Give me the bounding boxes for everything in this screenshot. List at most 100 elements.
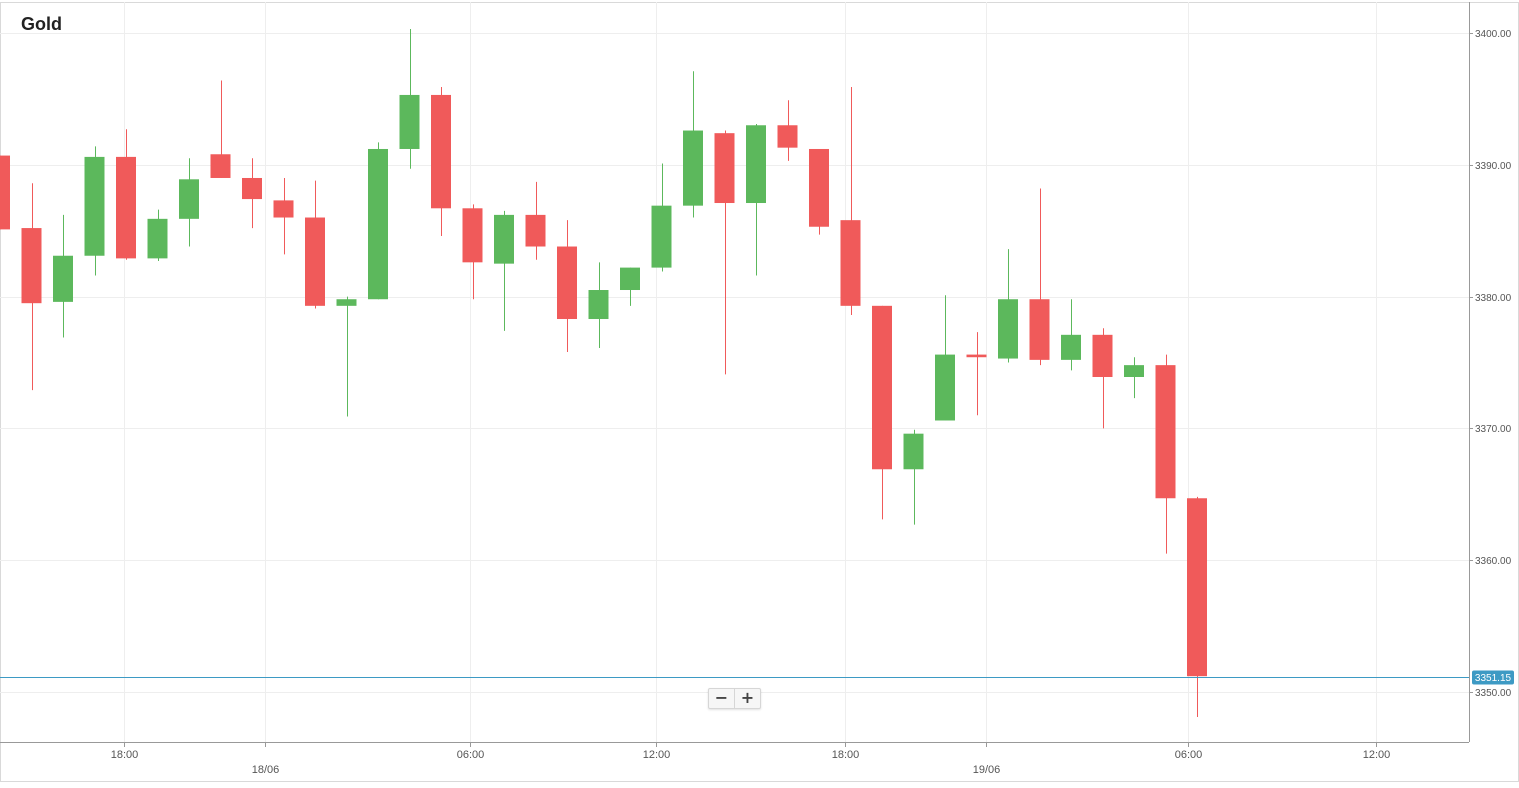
x-date-label: 18/06: [252, 764, 280, 776]
candle-body: [53, 255, 73, 302]
candle-body: [714, 133, 735, 204]
candle-body: [242, 177, 262, 200]
candle[interactable]: [1155, 354, 1176, 554]
candle-body: [84, 156, 105, 256]
candle[interactable]: [1092, 328, 1113, 429]
candle[interactable]: [273, 177, 294, 255]
candle-body: [1029, 299, 1050, 360]
candle-body: [683, 130, 703, 206]
candle[interactable]: [431, 87, 451, 236]
candle[interactable]: [588, 262, 609, 349]
candle-body: [399, 94, 420, 149]
candle-body: [746, 125, 766, 204]
zoom-out-button[interactable]: −: [714, 688, 729, 707]
candle-body: [651, 205, 672, 268]
candle[interactable]: [1029, 188, 1050, 366]
x-tick-label: 06:00: [1175, 749, 1203, 761]
candle[interactable]: [683, 71, 703, 218]
candle-body: [1155, 365, 1176, 499]
candle[interactable]: [714, 130, 735, 375]
y-tick-label: 3400.00: [1475, 29, 1512, 40]
y-tick-label: 3360.00: [1475, 556, 1512, 567]
candle-body: [1092, 334, 1113, 377]
candle-body: [809, 148, 829, 227]
zoom-controls: − +: [708, 688, 761, 709]
chart-title: Gold: [21, 14, 62, 34]
candle-body: [557, 246, 577, 320]
candle[interactable]: [872, 305, 892, 520]
candle-body: [935, 354, 955, 421]
candle[interactable]: [998, 249, 1018, 363]
candle[interactable]: [84, 146, 105, 276]
candle-body: [179, 179, 199, 219]
candle-body: [0, 155, 10, 230]
x-date-label: 19/06: [973, 764, 1001, 776]
x-tick-label: 18:00: [111, 749, 139, 761]
candle[interactable]: [494, 210, 514, 331]
candle-body: [588, 290, 609, 320]
candle[interactable]: [777, 100, 798, 161]
candle[interactable]: [399, 29, 420, 169]
y-tick-label: 3350.00: [1475, 688, 1512, 699]
candle[interactable]: [809, 148, 829, 235]
candle-body: [431, 94, 451, 209]
candle[interactable]: [525, 181, 546, 260]
x-tick-label: 06:00: [457, 749, 485, 761]
candle-body: [620, 267, 640, 291]
candle-body: [147, 218, 168, 259]
candle[interactable]: [305, 180, 325, 309]
x-tick-label: 12:00: [643, 749, 671, 761]
candle[interactable]: [210, 80, 231, 178]
candle[interactable]: [1061, 299, 1081, 371]
candle-body: [368, 148, 388, 300]
candle[interactable]: [620, 267, 640, 306]
candle[interactable]: [336, 296, 357, 417]
candle-body: [210, 154, 231, 178]
candle[interactable]: [179, 158, 199, 247]
candles: [0, 29, 1207, 718]
candle[interactable]: [242, 158, 262, 229]
candle[interactable]: [21, 183, 42, 391]
x-tick-label: 12:00: [1363, 749, 1391, 761]
y-tick-label: 3380.00: [1475, 293, 1512, 304]
y-tick-label: 3370.00: [1475, 424, 1512, 435]
candle-body: [336, 299, 357, 306]
candle-body: [777, 125, 798, 148]
candle-body: [21, 228, 42, 304]
candle-body: [116, 156, 136, 259]
axes: 3400.00 3390.00 3380.00 3370.00 3360.00 3350.…: [0, 2, 1514, 776]
candle-body: [1187, 498, 1207, 677]
candle[interactable]: [116, 129, 136, 260]
current-price-badge: [1472, 670, 1514, 685]
candle-body: [998, 299, 1018, 359]
candle[interactable]: [462, 204, 483, 300]
candle-body: [525, 214, 546, 247]
candle[interactable]: [840, 87, 861, 316]
candle-body: [494, 214, 514, 264]
candle[interactable]: [651, 163, 672, 272]
x-tick-label: 18:00: [832, 749, 860, 761]
candle[interactable]: [1187, 496, 1207, 718]
zoom-in-button[interactable]: +: [734, 689, 760, 708]
candle-body: [903, 433, 924, 470]
candle[interactable]: [1124, 357, 1144, 399]
candle[interactable]: [935, 295, 955, 421]
candle[interactable]: [0, 155, 10, 230]
candle[interactable]: [903, 429, 924, 525]
candle[interactable]: [368, 142, 388, 300]
current-price-label: 3351.15: [1475, 673, 1512, 684]
candle-body: [305, 217, 325, 306]
candle[interactable]: [746, 123, 766, 276]
candle-body: [966, 354, 987, 358]
candle[interactable]: [557, 220, 577, 352]
candle[interactable]: [966, 332, 987, 416]
candle[interactable]: [147, 209, 168, 262]
candle-body: [840, 220, 861, 306]
candle-body: [1061, 334, 1081, 360]
candle[interactable]: [53, 214, 73, 338]
candle-body: [1124, 365, 1144, 377]
